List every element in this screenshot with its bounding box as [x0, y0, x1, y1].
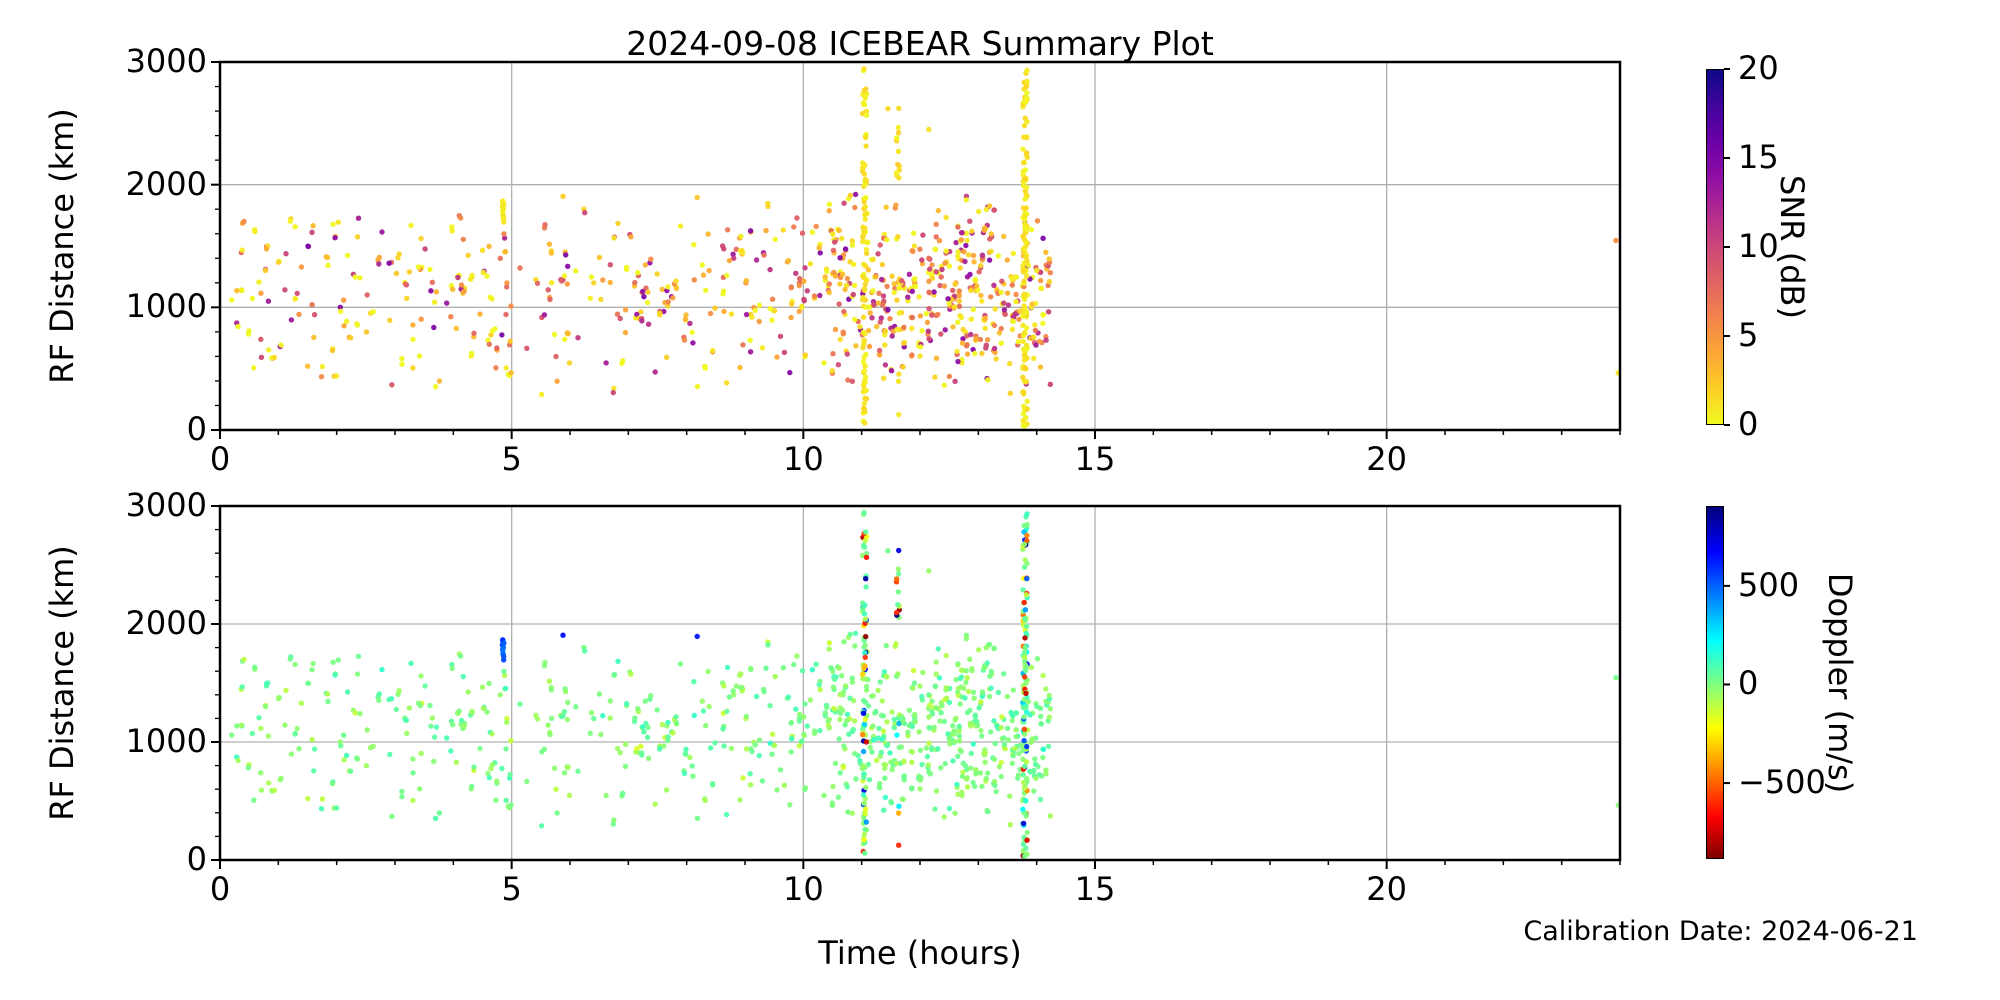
y-tick-label: 2000	[125, 164, 207, 203]
y-axis-label-doppler-panel: RF Distance (km)	[43, 545, 81, 821]
y-axis-label-snr-panel: RF Distance (km)	[43, 108, 81, 384]
colorbar-tick-label: 500	[1738, 565, 1800, 604]
colorbar-tick-label: 5	[1738, 316, 1759, 354]
y-tick-label: 1000	[125, 287, 207, 326]
x-tick-label: 20	[1366, 870, 1408, 908]
calibration-date-note: Calibration Date: 2024-06-21	[1523, 916, 1918, 947]
x-tick-label: 20	[1366, 440, 1408, 478]
x-tick-label: 15	[1074, 440, 1116, 478]
x-tick-label: 0	[209, 440, 231, 478]
y-tick-label: 0	[186, 840, 207, 878]
colorbar-tick-label: 0	[1738, 664, 1759, 703]
colorbar-tick-label: 20	[1738, 49, 1779, 87]
y-tick-label: 2000	[125, 604, 207, 642]
y-tick-label: 3000	[125, 42, 207, 80]
colorbar-tick-label: 10	[1738, 227, 1779, 265]
colorbar-tick-label: 0	[1738, 405, 1759, 443]
x-axis-label: Time (hours)	[818, 934, 1022, 972]
x-tick-label: 10	[782, 440, 824, 478]
x-tick-label: 0	[209, 870, 231, 908]
x-tick-label: 10	[782, 870, 824, 908]
colorbar-tick-label: −500	[1738, 763, 1826, 802]
y-tick-label: 0	[186, 410, 207, 448]
doppler-colorbar-label: Doppler (m/s)	[1821, 572, 1859, 794]
doppler-colorbar	[1706, 506, 1724, 859]
snr-colorbar	[1706, 69, 1724, 425]
x-tick-label: 5	[501, 440, 522, 478]
x-tick-label: 5	[501, 870, 522, 908]
y-tick-label: 1000	[125, 722, 207, 760]
figure-title: 2024-09-08 ICEBEAR Summary Plot	[626, 24, 1214, 63]
colorbar-tick-label: 15	[1738, 138, 1779, 176]
y-tick-label: 3000	[125, 486, 207, 524]
x-tick-label: 15	[1074, 870, 1116, 908]
